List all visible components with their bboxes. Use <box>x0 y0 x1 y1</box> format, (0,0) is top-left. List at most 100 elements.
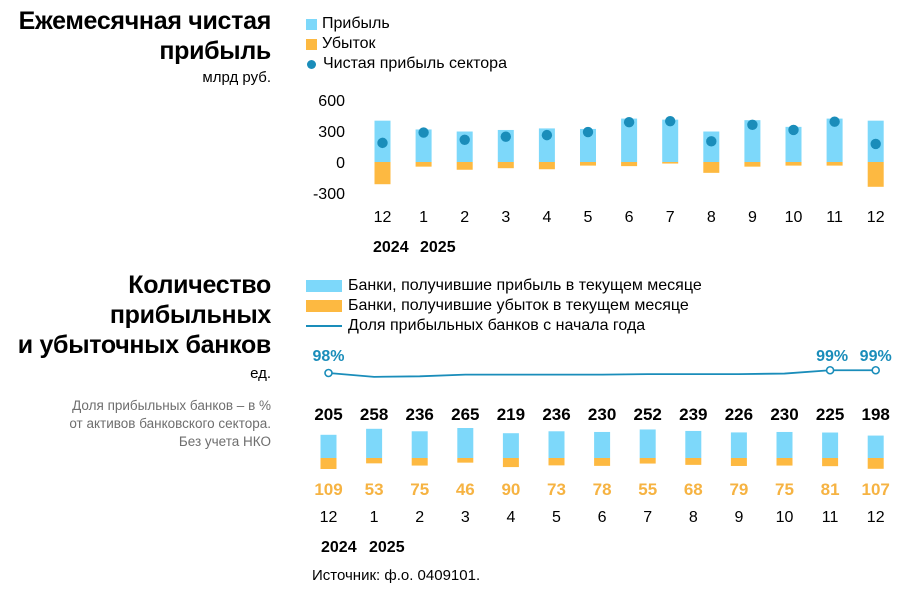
bottom-profit-value-label: 252 <box>634 405 662 424</box>
top-y-tick-label: -300 <box>313 186 345 203</box>
bottom-profit-bar <box>548 431 565 458</box>
top-loss-bar <box>456 162 473 170</box>
top-profit-bar <box>744 120 761 162</box>
bottom-profit-value-label: 226 <box>725 405 753 424</box>
legend-label-loss: Убыток <box>322 35 376 52</box>
bottom-profit-bar <box>822 432 839 458</box>
bottom-loss-value-label: 75 <box>410 480 429 499</box>
bottom-profit-bar <box>776 431 793 458</box>
bottom-loss-value-label: 78 <box>593 480 612 499</box>
chart2-legend: Банки, получившие прибыль в текущем меся… <box>306 276 702 336</box>
top-x-tick-label: 12 <box>867 209 885 226</box>
bottom-x-tick-label: 11 <box>822 509 839 526</box>
chart2-note-line3: Без учета НКО <box>178 434 271 449</box>
legend-item-share: Доля прибыльных банков с начала года <box>306 316 702 336</box>
bottom-loss-bar <box>685 458 702 465</box>
top-loss-bar <box>826 162 843 166</box>
top-profit-bar <box>826 118 843 162</box>
top-x-tick-label: 1 <box>419 209 428 226</box>
top-profit-bar <box>415 129 432 162</box>
top-y-tick-label: 600 <box>318 93 345 110</box>
top-loss-bar <box>497 162 514 169</box>
legend-label-loss-banks: Банки, получившие убыток в текущем месяц… <box>348 297 689 314</box>
top-x-tick-label: 12 <box>374 209 392 226</box>
bottom-profit-bar <box>685 430 702 458</box>
bottom-profit-bar <box>457 428 474 458</box>
bottom-share-label: 99% <box>860 348 892 365</box>
legend-label-share: Доля прибыльных банков с начала года <box>348 317 646 334</box>
top-net-point <box>541 129 553 141</box>
bottom-x-tick-label: 12 <box>867 509 885 526</box>
bottom-x-tick-label: 7 <box>643 509 652 526</box>
chart2-note: Доля прибыльных банков – в % от активов … <box>11 397 271 451</box>
chart1-title-line1: Ежемесячная чистая <box>18 7 272 35</box>
bottom-profit-value-label: 219 <box>497 405 525 424</box>
bottom-loss-value-label: 73 <box>547 480 566 499</box>
bottom-x-tick-label: 12 <box>320 509 338 526</box>
legend-item-loss: Убыток <box>306 34 507 54</box>
top-loss-bar <box>867 162 884 187</box>
top-x-tick-label: 4 <box>542 209 551 226</box>
legend-item-profit: Прибыль <box>306 14 507 34</box>
top-profit-bar <box>621 118 638 162</box>
top-y-tick-label: 300 <box>318 124 345 141</box>
legend-label-profit: Прибыль <box>322 15 390 32</box>
top-profit-bar <box>580 128 596 162</box>
chart2-title-line1: Количество <box>128 271 271 299</box>
bottom-profit-bar <box>867 435 884 458</box>
bottom-profit-value-label: 236 <box>406 405 434 424</box>
legend-swatch-share <box>306 325 342 327</box>
bottom-chart: 2051091225853123675226546321990423673523… <box>312 348 891 556</box>
bottom-profit-value-label: 230 <box>588 405 616 424</box>
top-net-point <box>582 126 594 138</box>
top-x-tick-label: 11 <box>826 209 843 226</box>
bottom-profit-bar <box>594 431 611 458</box>
top-net-point <box>706 136 717 147</box>
bottom-profit-value-label: 265 <box>451 405 479 424</box>
bottom-share-line <box>328 369 876 378</box>
source-note: Источник: ф.о. 0409101. <box>312 567 481 584</box>
top-net-point <box>665 115 676 127</box>
legend-swatch-net <box>307 59 316 69</box>
top-net-point <box>459 134 470 145</box>
bottom-loss-bar <box>320 458 337 469</box>
bottom-profit-value-label: 230 <box>770 405 798 424</box>
legend-item-loss-banks: Банки, получившие убыток в текущем месяц… <box>306 296 702 316</box>
bottom-loss-value-label: 107 <box>862 480 890 499</box>
top-net-point <box>870 138 881 150</box>
top-x-tick-label: 8 <box>707 209 716 226</box>
top-x-tick-label: 9 <box>748 209 757 226</box>
top-y-tick-label: 0 <box>336 155 345 172</box>
bottom-loss-bar <box>639 458 656 464</box>
legend-label-net: Чистая прибыль сектора <box>323 55 507 72</box>
bottom-x-tick-label: 2 <box>415 509 424 526</box>
top-x-tick-label: 10 <box>785 209 803 226</box>
top-x-tick-label: 3 <box>501 209 510 226</box>
bottom-share-label: 98% <box>312 348 344 365</box>
bottom-profit-value-label: 236 <box>542 405 570 424</box>
top-loss-bar <box>621 162 638 167</box>
bottom-profit-value-label: 225 <box>816 405 844 424</box>
bottom-share-label: 99% <box>816 348 848 365</box>
chart2-title-line2: прибыльных <box>109 301 271 329</box>
top-net-point <box>829 116 840 127</box>
bottom-loss-bar <box>502 458 519 468</box>
top-year-label: 2025 <box>420 239 456 256</box>
bottom-profit-bar <box>320 434 337 458</box>
bottom-share-point <box>324 368 333 378</box>
bottom-loss-value-label: 81 <box>821 480 840 499</box>
top-x-tick-label: 5 <box>584 209 593 226</box>
bottom-profit-bar <box>639 429 656 458</box>
bottom-year-label: 2025 <box>369 539 405 556</box>
bottom-x-tick-label: 3 <box>461 509 470 526</box>
bottom-x-tick-label: 6 <box>598 509 607 526</box>
legend-label-profit-banks: Банки, получившие прибыль в текущем меся… <box>348 277 702 294</box>
bottom-x-tick-label: 1 <box>370 509 379 526</box>
bottom-profit-bar <box>366 428 383 458</box>
legend-swatch-loss-banks <box>306 300 342 312</box>
bottom-profit-value-label: 205 <box>314 405 342 424</box>
legend-swatch-loss <box>306 38 317 50</box>
chart2-title-line3: и убыточных банков <box>17 331 272 359</box>
bottom-x-tick-label: 10 <box>776 509 794 526</box>
